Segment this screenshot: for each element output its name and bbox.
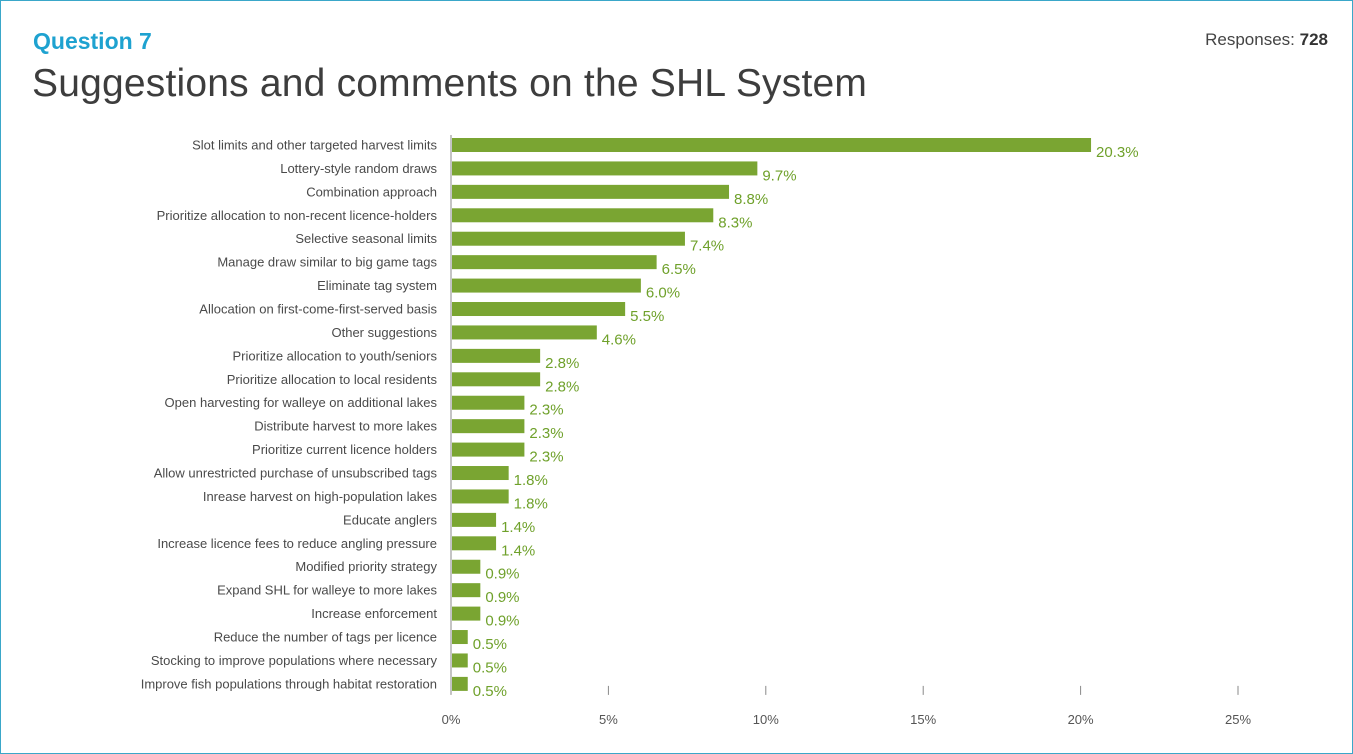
bar [452, 466, 509, 481]
bar [452, 676, 468, 691]
category-label: Prioritize allocation to non-recent lice… [157, 208, 438, 223]
category-label: Expand SHL for walleye to more lakes [217, 583, 437, 598]
category-label: Stocking to improve populations where ne… [151, 653, 438, 668]
bar [452, 138, 1092, 152]
value-label: 2.8% [545, 378, 579, 395]
category-label: Improve fish populations through habitat… [141, 676, 437, 691]
value-label: 1.8% [514, 472, 548, 489]
value-label: 6.0% [646, 285, 680, 302]
bar [452, 512, 497, 527]
value-label: 2.3% [529, 449, 563, 466]
bar [452, 442, 525, 457]
value-label: 9.7% [762, 167, 796, 184]
bar [452, 536, 497, 551]
x-tick-label: 0% [442, 712, 461, 727]
value-label: 0.5% [473, 636, 507, 653]
bar [452, 606, 481, 621]
category-label: Distribute harvest to more lakes [254, 419, 437, 434]
value-label: 0.9% [485, 613, 519, 630]
value-label: 6.5% [662, 261, 696, 278]
value-label: 8.8% [734, 191, 768, 208]
value-label: 20.3% [1096, 144, 1139, 161]
bar [452, 419, 525, 434]
value-label: 2.8% [545, 355, 579, 372]
bar [452, 653, 468, 668]
bar [452, 208, 714, 223]
value-label: 8.3% [718, 214, 752, 231]
category-label: Prioritize current licence holders [252, 442, 437, 457]
page-title: Suggestions and comments on the SHL Syst… [32, 62, 868, 105]
question-number: Question 7 [33, 28, 152, 54]
bar [452, 184, 730, 199]
bar [452, 278, 641, 293]
value-label: 0.9% [485, 589, 519, 606]
category-label: Modified priority strategy [295, 559, 437, 574]
responses-count: Responses: 728 [1205, 30, 1328, 50]
category-label: Eliminate tag system [317, 278, 437, 293]
value-label: 2.3% [529, 425, 563, 442]
x-tick-label: 25% [1225, 712, 1251, 727]
category-label: Manage draw similar to big game tags [217, 255, 437, 270]
bar [452, 161, 758, 176]
bar [452, 348, 541, 363]
bar [452, 255, 657, 270]
x-tick-label: 15% [910, 712, 936, 727]
x-tick-label: 10% [753, 712, 779, 727]
value-label: 5.5% [630, 308, 664, 325]
category-label: Educate anglers [343, 512, 437, 527]
value-label: 4.6% [602, 331, 636, 348]
bar [452, 302, 626, 317]
category-label: Increase licence fees to reduce angling … [157, 536, 437, 551]
category-label: Slot limits and other targeted harvest l… [192, 138, 437, 153]
category-label: Lottery-style random draws [280, 161, 437, 176]
bar [452, 231, 685, 246]
x-tick-label: 5% [599, 712, 618, 727]
bar [452, 325, 597, 340]
category-label: Inrease harvest on high-population lakes [203, 489, 438, 504]
category-label: Allocation on first-come-first-served ba… [199, 302, 437, 317]
value-label: 2.3% [529, 402, 563, 419]
value-label: 0.9% [485, 566, 519, 583]
value-label: 1.8% [514, 495, 548, 512]
value-label: 0.5% [473, 683, 507, 700]
category-label: Other suggestions [331, 325, 437, 340]
responses-value: 728 [1299, 30, 1328, 49]
value-label: 1.4% [501, 519, 535, 536]
category-label: Prioritize allocation to youth/seniors [233, 348, 438, 363]
bar [452, 630, 468, 645]
value-label: 7.4% [690, 238, 724, 255]
category-label: Combination approach [306, 184, 437, 199]
bar [452, 489, 509, 504]
bar [452, 583, 481, 598]
category-label: Open harvesting for walleye on additiona… [165, 395, 438, 410]
bar [452, 395, 525, 410]
bar [452, 372, 541, 387]
category-label: Prioritize allocation to local residents [227, 372, 438, 387]
x-tick-label: 20% [1068, 712, 1094, 727]
category-label: Reduce the number of tags per licence [214, 630, 437, 645]
value-label: 1.4% [501, 542, 535, 559]
bar [452, 559, 481, 574]
category-label: Allow unrestricted purchase of unsubscri… [154, 466, 438, 481]
responses-label: Responses: [1205, 30, 1295, 49]
category-label: Increase enforcement [311, 606, 437, 621]
category-label: Selective seasonal limits [295, 231, 437, 246]
value-label: 0.5% [473, 659, 507, 676]
